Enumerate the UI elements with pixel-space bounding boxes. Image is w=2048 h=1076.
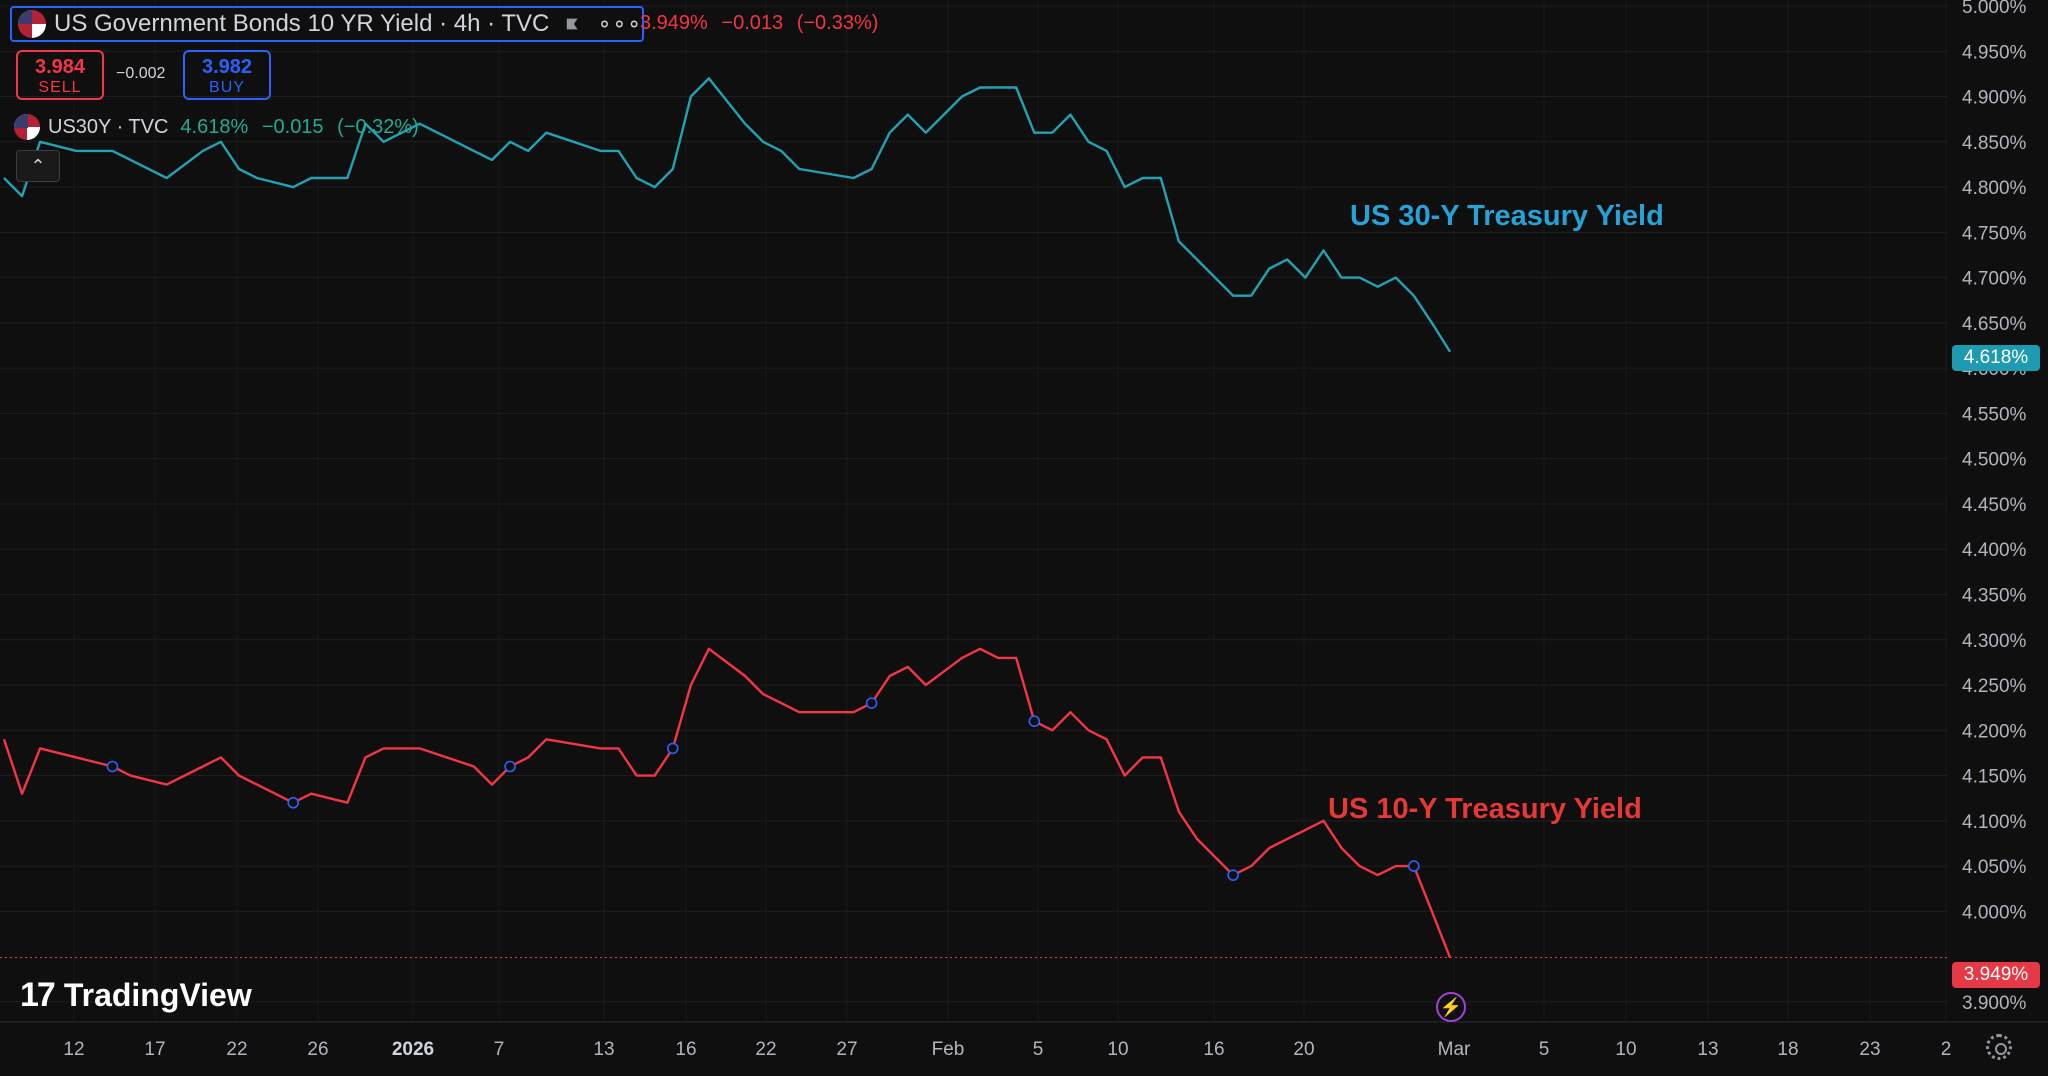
series-lines (2, 77, 1452, 958)
us10-annotation: US 10-Y Treasury Yield (1328, 793, 1642, 825)
series-line-us30y[interactable] (3, 77, 1452, 353)
buy-price: 3.982 (201, 56, 253, 78)
overlay-change-value: −0.015 (261, 115, 324, 138)
main-legend-values: 3.949% −0.013 (−0.33%) (640, 12, 886, 35)
buy-label: BUY (209, 79, 245, 96)
y-tick-label: 4.550% (1962, 404, 2027, 425)
y-tick-label: 4.900% (1962, 88, 2027, 109)
y-tick-label: 4.250% (1962, 676, 2027, 697)
us-flag-icon (18, 10, 46, 38)
symbol-title: US Government Bonds 10 YR Yield · 4h · T… (54, 10, 550, 37)
tradingview-logo[interactable]: 17 TradingView (20, 976, 252, 1015)
event-marker[interactable] (865, 697, 878, 709)
overlay-symbol-name: US30Y · TVC (48, 115, 169, 138)
y-tick-label: 4.700% (1962, 269, 2027, 290)
y-tick-label: 4.100% (1962, 812, 2027, 833)
spread-value: −0.002 (116, 65, 166, 82)
event-marker[interactable] (1028, 715, 1041, 728)
y-tick-label: 4.000% (1962, 902, 2027, 923)
y-tick-label: 4.400% (1962, 540, 2027, 561)
overlay-last-value: 4.618% (180, 115, 249, 138)
event-marker[interactable] (287, 796, 300, 809)
change-value: −0.013 (721, 12, 784, 34)
y-tick-label: 4.950% (1962, 42, 2027, 63)
event-marker[interactable] (106, 760, 119, 773)
chart-grid (0, 0, 1950, 1020)
y-tick-label: 4.750% (1962, 223, 2027, 244)
x-tick-label: 16 (1203, 1039, 1224, 1060)
event-marker[interactable] (1227, 869, 1239, 881)
x-tick-label: 26 (307, 1039, 328, 1060)
lightning-event-icon[interactable]: ⚡ (1436, 992, 1466, 1022)
y-tick-label: 4.500% (1962, 450, 2027, 471)
sell-price: 3.984 (34, 56, 86, 78)
x-tick-label: 5 (1033, 1039, 1044, 1060)
event-marker[interactable] (1408, 860, 1420, 872)
flag-mark-icon[interactable] (565, 16, 579, 32)
more-dots-icon[interactable]: ∘∘∘ (597, 11, 642, 36)
y-tick-label: 3.900% (1962, 993, 2027, 1014)
x-tick-label: 7 (494, 1039, 505, 1060)
y-tick-label: 4.050% (1962, 857, 2027, 878)
x-tick-label: Mar (1438, 1039, 1471, 1060)
us10-price-badge: 3.949% (1952, 962, 2040, 988)
x-tick-label: 2 (1941, 1039, 1952, 1060)
event-marker[interactable] (504, 760, 516, 773)
x-tick-label: 12 (63, 1039, 84, 1060)
y-tick-label: 4.200% (1962, 721, 2027, 742)
series-line-us10y[interactable] (2, 647, 1452, 958)
y-tick-label: 5.000% (1962, 0, 2027, 18)
y-tick-label: 4.450% (1962, 495, 2027, 516)
logo-text: TradingView (63, 977, 252, 1013)
sell-button[interactable]: 3.984 SELL (16, 50, 104, 100)
logo-mark-icon: 17 (20, 976, 56, 1014)
sell-label: SELL (38, 79, 82, 96)
x-tick-label: 23 (1859, 1039, 1880, 1060)
y-tick-label: 4.850% (1962, 133, 2027, 154)
x-tick-label: 27 (836, 1039, 857, 1060)
x-tick-label: 13 (1697, 1039, 1718, 1060)
x-tick-label: Feb (932, 1039, 965, 1060)
settings-gear-icon[interactable] (1986, 1034, 2012, 1060)
change-percent: (−0.33%) (796, 12, 879, 34)
price-axis: 5.000% 4.950% 4.900% 4.850% 4.800% 4.750% 4.70… (1962, 0, 2027, 1014)
x-tick-label: 20 (1293, 1039, 1314, 1060)
x-tick-label: 16 (675, 1039, 696, 1060)
us-flag-icon (14, 114, 40, 140)
time-axis: 12 17 22 26 2026 7 13 16 22 27 Feb 5 10 16 20 Mar 5 10 13 1… (0, 1021, 2048, 1060)
y-tick-label: 4.350% (1962, 585, 2027, 606)
us30-price-badge: 4.618% (1952, 345, 2040, 371)
event-marker[interactable] (666, 742, 679, 755)
last-value: 3.949% (640, 12, 708, 34)
overlay-symbol-legend[interactable]: US30Y · TVC 4.618% −0.015 (−0.32%) (14, 114, 427, 140)
buy-button[interactable]: 3.982 BUY (183, 50, 271, 100)
x-tick-label: 2026 (392, 1039, 434, 1060)
y-tick-label: 4.800% (1962, 178, 2027, 199)
x-tick-label: 13 (593, 1039, 614, 1060)
x-tick-label: 10 (1615, 1039, 1636, 1060)
overlay-change-percent: (−0.32%) (337, 115, 419, 138)
y-tick-label: 4.150% (1962, 767, 2027, 788)
main-symbol-legend[interactable]: US Government Bonds 10 YR Yield · 4h · T… (10, 6, 644, 42)
x-tick-label: 10 (1107, 1039, 1128, 1060)
x-tick-label: 5 (1539, 1039, 1550, 1060)
dividend-markers (106, 697, 1420, 881)
us30-annotation: US 30-Y Treasury Yield (1350, 200, 1664, 232)
x-tick-label: 22 (755, 1039, 776, 1060)
collapse-legend-button[interactable]: ⌃ (16, 150, 60, 182)
x-tick-label: 18 (1777, 1039, 1798, 1060)
y-tick-label: 4.650% (1962, 314, 2027, 335)
x-tick-label: 22 (226, 1039, 247, 1060)
y-tick-label: 4.300% (1962, 631, 2027, 652)
x-tick-label: 17 (144, 1039, 165, 1060)
